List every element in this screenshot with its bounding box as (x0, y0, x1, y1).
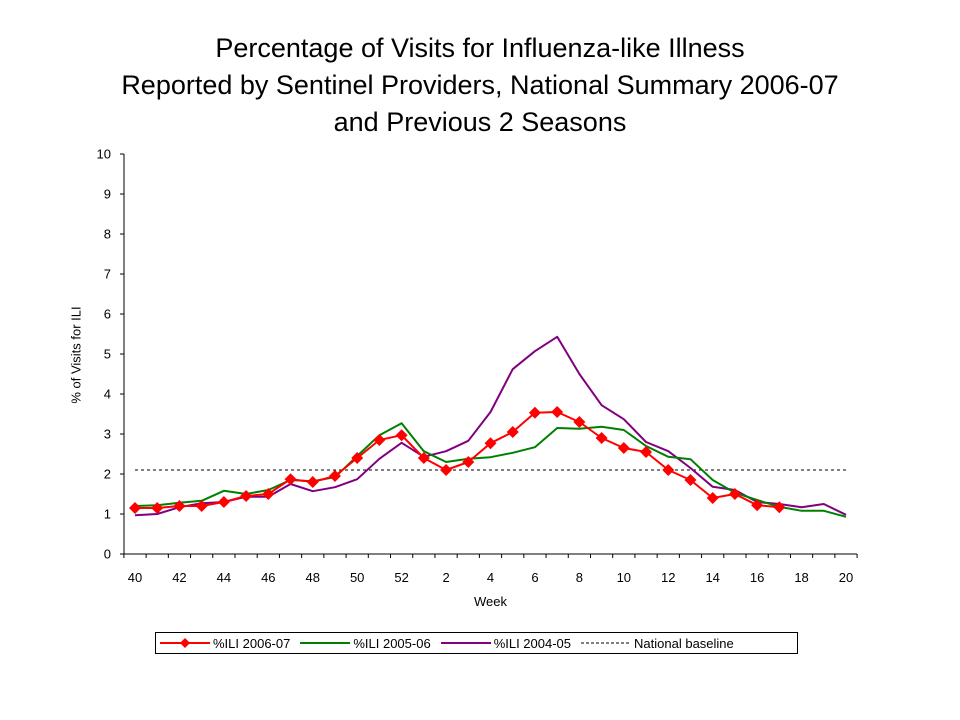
data-point-2006-07 (773, 501, 786, 514)
data-point-2006-07 (240, 490, 253, 502)
data-point-2006-07 (462, 456, 475, 468)
data-point-2006-07 (440, 464, 453, 476)
chart-title-line-1: Percentage of Visits for Influenza-like … (215, 33, 745, 63)
legend-swatch-2006-07 (160, 636, 210, 650)
y-tick-label: 10 (97, 147, 111, 162)
data-point-2006-07 (506, 426, 519, 438)
data-point-2006-07 (351, 452, 364, 464)
x-tick-label: 16 (750, 570, 764, 585)
data-point-2006-07 (284, 473, 297, 486)
data-point-2006-07 (662, 464, 675, 476)
legend-item-2004-05: %ILI 2004-05 (440, 635, 572, 651)
y-tick-label: 1 (104, 507, 111, 522)
x-tick-label: 4 (487, 570, 494, 585)
y-tick-label: 3 (104, 427, 111, 442)
x-tick-label: 40 (128, 570, 142, 585)
legend-label-2005-06: %ILI 2005-06 (353, 635, 431, 651)
data-point-2006-07 (684, 474, 697, 486)
legend-item-baseline: National baseline (581, 636, 734, 651)
data-point-2006-07 (395, 429, 408, 442)
x-tick-label: 10 (617, 570, 631, 585)
y-tick-label: 9 (104, 187, 111, 202)
series-layer (129, 335, 847, 518)
data-point-2006-07 (728, 488, 741, 500)
legend-label-2006-07: %ILI 2006-07 (213, 635, 291, 651)
y-tick-label: 2 (104, 467, 111, 482)
data-point-2006-07 (640, 446, 653, 458)
x-tick-label: 14 (705, 570, 719, 585)
legend: %ILI 2006-07 %ILI 2005-06 %ILI 2004-05 N… (155, 632, 798, 654)
legend-label-baseline: National baseline (634, 635, 734, 651)
data-point-2006-07 (484, 437, 497, 450)
y-tick-label: 0 (104, 547, 111, 562)
data-point-2006-07 (528, 406, 541, 419)
x-tick-label: 8 (576, 570, 583, 585)
legend-item-2005-06: %ILI 2005-06 (300, 635, 431, 651)
data-point-2006-07 (129, 502, 141, 514)
data-point-2006-07 (617, 442, 630, 454)
data-point-2006-07 (173, 500, 186, 512)
y-tick-label: 5 (104, 347, 111, 362)
x-tick-label: 18 (794, 570, 808, 585)
data-point-2006-07 (195, 500, 208, 512)
y-tick-label: 8 (104, 227, 111, 242)
series-line-2005-06 (134, 422, 847, 518)
y-tick-label: 4 (104, 387, 111, 402)
y-tick-label: 7 (104, 267, 111, 282)
data-point-2006-07 (328, 470, 341, 482)
y-tick-label: 6 (104, 307, 111, 322)
legend-swatch-2004-05 (440, 636, 491, 650)
x-tick-label: 48 (306, 570, 320, 585)
data-point-2006-07 (217, 496, 230, 508)
x-tick-label: 12 (661, 570, 675, 585)
data-point-2006-07 (262, 488, 275, 500)
data-point-2006-07 (706, 492, 719, 504)
y-axis-title: % of Visits for ILI (68, 306, 83, 403)
data-point-2006-07 (417, 452, 430, 464)
chart-title: Percentage of Visits for Influenza-like … (0, 30, 960, 141)
x-tick-label: 42 (172, 570, 186, 585)
data-point-2006-07 (151, 502, 164, 514)
legend-swatch-baseline (581, 636, 632, 650)
legend-label-2004-05: %ILI 2004-05 (493, 635, 572, 651)
data-point-2006-07 (551, 406, 564, 418)
series-line-2004-05 (134, 335, 847, 517)
x-tick-label: 2 (442, 570, 449, 585)
data-point-2006-07 (751, 499, 764, 512)
data-point-2006-07 (595, 432, 608, 444)
chart-title-line-3: and Previous 2 Seasons (333, 107, 627, 137)
x-tick-label: 50 (350, 570, 364, 585)
legend-item-2006-07: %ILI 2006-07 (160, 636, 290, 651)
x-tick-label: 52 (394, 570, 408, 585)
data-point-2006-07 (306, 476, 319, 488)
data-point-2006-07 (373, 434, 386, 446)
x-tick-label: 20 (839, 570, 853, 585)
x-tick-label: 6 (531, 570, 538, 585)
chart-title-line-2: Reported by Sentinel Providers, National… (121, 70, 839, 100)
x-tick-label: 44 (217, 570, 231, 585)
x-axis-title: Week (474, 594, 507, 609)
x-tick-label: 46 (261, 570, 275, 585)
data-point-2006-07 (573, 416, 586, 428)
legend-swatch-2005-06 (300, 636, 351, 650)
